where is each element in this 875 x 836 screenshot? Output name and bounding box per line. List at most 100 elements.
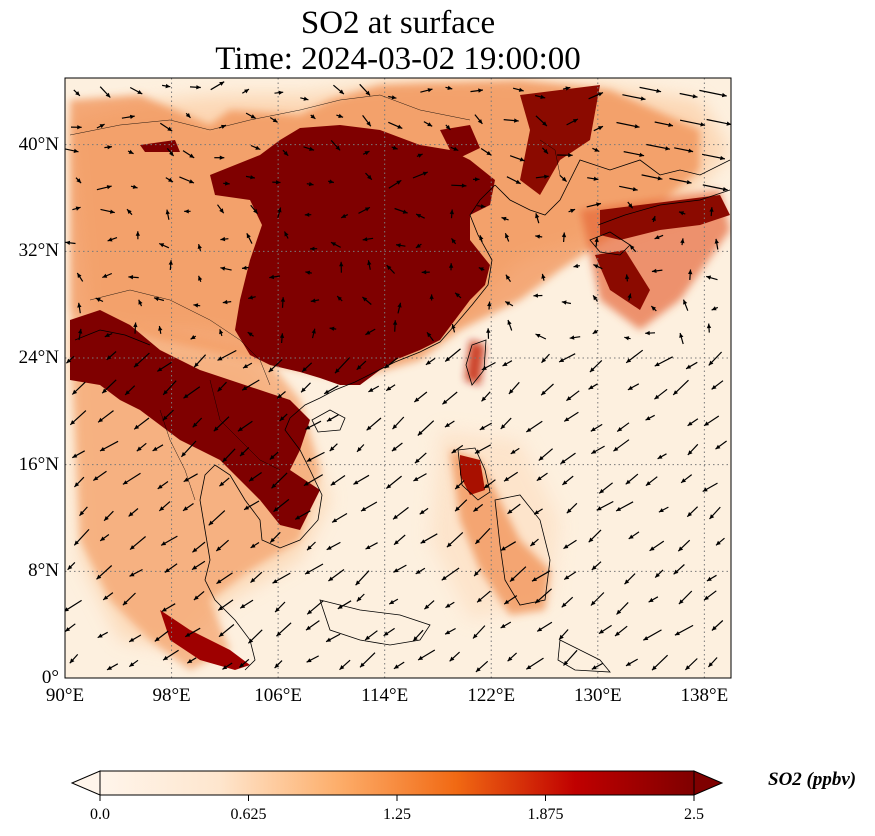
wind-arrow-head [679, 333, 684, 338]
wind-arrow-head [416, 214, 422, 218]
wind-arrow-head [708, 662, 713, 667]
wind-arrow-head [66, 358, 72, 364]
wind-arrow-head [679, 211, 684, 216]
colorbar-tick-label: 1.25 [383, 806, 411, 823]
wind-arrow-head [625, 274, 630, 280]
wind-arrow-head [415, 569, 421, 574]
wind-arrow-head [599, 488, 605, 494]
wind-arrow-head [720, 155, 725, 161]
wind-arrow-head [573, 263, 579, 269]
wind-arrow-head [391, 95, 397, 100]
wind-arrow-head [645, 330, 650, 336]
wind-arrow-head [95, 298, 101, 302]
wind-arrow-head [593, 176, 599, 181]
wind-arrow-head [564, 417, 570, 422]
wind-arrow-head [569, 335, 575, 340]
wind-arrow-head [504, 599, 510, 605]
wind-arrow-head [365, 545, 371, 550]
wind-arrow-head [397, 302, 402, 308]
wind-arrow-head [305, 270, 311, 275]
wind-arrow-head [486, 328, 491, 333]
wind-arrow-head [570, 208, 576, 213]
wind-arrow-head [307, 609, 313, 615]
wind-arrow-head [538, 455, 544, 461]
wind-arrow-head [367, 260, 372, 266]
wind-arrow-head [541, 358, 547, 363]
wind-arrow-head [402, 209, 408, 214]
wind-arrow-head [721, 92, 727, 98]
wind-arrow-head [157, 367, 163, 372]
lat-tick-label: 24°N [18, 347, 59, 368]
wind-arrow-head [240, 451, 245, 457]
wind-arrow-head [280, 297, 286, 302]
wind-arrow-head [568, 153, 573, 158]
wind-arrow-head [678, 546, 684, 552]
wind-arrow-head [706, 323, 712, 329]
wind-arrow-head [683, 299, 688, 305]
wind-arrow-head [72, 453, 78, 458]
wind-arrow-head [329, 326, 335, 331]
wind-arrow-head [326, 417, 332, 422]
so2-field [65, 78, 731, 678]
wind-arrow-head [219, 81, 225, 86]
wind-arrow-head [247, 332, 253, 337]
wind-arrow-head [198, 275, 203, 281]
wind-arrow-head [337, 604, 343, 609]
wind-arrow-head [242, 265, 247, 270]
wind-arrow-head [250, 578, 256, 583]
wind-arrow-head [386, 386, 392, 391]
wind-arrow-head [167, 126, 173, 132]
wind-arrow-head [484, 483, 489, 489]
wind-arrow-head [394, 540, 399, 545]
wind-arrow-head [302, 367, 307, 372]
wind-arrow-head [673, 390, 678, 395]
wind-arrow-head [250, 543, 256, 548]
wind-arrow-head [216, 579, 222, 584]
wind-arrow-head [722, 187, 728, 192]
wind-arrow-head [273, 507, 279, 512]
wind-arrow-head [445, 356, 451, 362]
wind-arrow-head [73, 148, 79, 153]
wind-arrow-head [654, 362, 660, 367]
wind-arrow-head [477, 119, 483, 124]
wind-arrow-head [680, 238, 685, 244]
wind-arrow-head [100, 536, 106, 541]
wind-arrow-head [272, 118, 278, 123]
wind-arrow-head [107, 145, 112, 150]
wind-arrow-head [386, 265, 392, 270]
wind-arrow-head [356, 596, 362, 602]
wind-arrow-head [704, 421, 709, 426]
wind-arrow-head [594, 147, 600, 152]
wind-arrow-head [392, 145, 398, 150]
wind-arrow-head [159, 243, 165, 248]
wind-arrow-head [326, 545, 332, 550]
wind-arrow-head [96, 574, 102, 580]
wind-arrow-head [183, 393, 189, 399]
wind-arrow-head [75, 206, 81, 211]
wind-arrow-head [588, 385, 594, 390]
wind-arrow-head [526, 665, 532, 670]
wind-arrow-head [187, 658, 193, 664]
wind-arrow-head [593, 264, 599, 269]
wind-arrow-head [418, 655, 423, 660]
wind-arrow-head [590, 600, 596, 606]
wind-arrow-head [274, 663, 280, 669]
wind-arrow-head [303, 481, 309, 486]
wind-arrow-head [100, 447, 105, 451]
wind-arrow-head [193, 595, 199, 600]
wind-arrow-head [561, 300, 567, 305]
wind-arrow-head [658, 508, 664, 513]
wind-arrow-head [216, 546, 222, 551]
wind-arrow-head [355, 580, 361, 586]
wind-arrow-head [559, 358, 565, 362]
wind-arrow-head [384, 363, 390, 369]
wind-arrow-head [197, 244, 202, 249]
wind-arrow-head [519, 157, 525, 162]
wind-arrow-head [711, 385, 717, 390]
wind-arrow-head [125, 390, 130, 395]
wind-arrow-head [339, 261, 344, 267]
wind-arrow-head [628, 534, 634, 539]
wind-arrow-head [109, 209, 115, 214]
wind-arrow-head [361, 506, 366, 512]
wind-arrow-head [535, 334, 541, 338]
